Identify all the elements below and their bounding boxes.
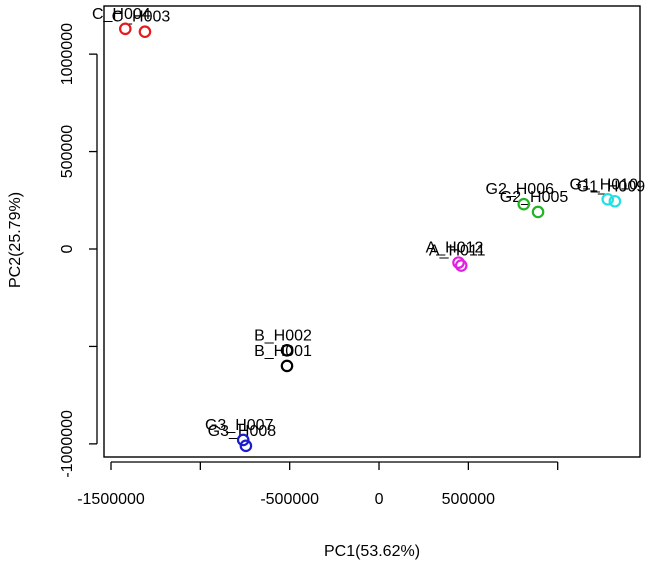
point-label: G1_H009 <box>577 178 646 195</box>
data-point <box>454 259 468 272</box>
point-label: G2_H006 <box>486 181 555 198</box>
point-label: B_H001 <box>254 343 312 360</box>
data-point <box>601 193 615 206</box>
y-axis-label: PC2(25.79%) <box>7 192 24 288</box>
x-tick-label: 500000 <box>442 491 495 508</box>
data-points <box>118 22 622 453</box>
point-label: G3_H008 <box>208 423 277 440</box>
data-point <box>608 194 622 208</box>
x-axis-label: PC1(53.62%) <box>324 543 420 560</box>
data-point <box>517 197 531 211</box>
plot-frame <box>103 5 641 458</box>
point-label: B_H002 <box>254 327 312 344</box>
data-point <box>280 359 294 373</box>
point-label: A_H011 <box>429 243 486 260</box>
x-tick-label: -1500000 <box>77 491 145 508</box>
data-point <box>280 344 294 357</box>
y-tick-label: 0 <box>59 244 76 253</box>
data-point <box>236 433 250 447</box>
x-tick-label: -500000 <box>260 491 319 508</box>
axes: -1500000 -500000 0 500000 1000000 500000 0 -100… <box>59 23 559 508</box>
point-label: C_H004 <box>92 6 151 23</box>
y-tick-label: -1000000 <box>59 410 76 478</box>
point-label: G2_H005 <box>500 189 569 206</box>
point-label: G1_H010 <box>569 176 638 193</box>
point-label: G3_H007 <box>205 417 274 434</box>
data-point <box>531 205 545 219</box>
x-tick-label: 0 <box>375 491 384 508</box>
data-point <box>452 256 465 269</box>
point-label: C_H003 <box>112 9 171 26</box>
y-tick-label: 1000000 <box>59 23 76 85</box>
point-label: A_H012 <box>426 240 484 257</box>
data-point <box>138 25 152 39</box>
data-point <box>118 22 132 36</box>
y-tick-label: 500000 <box>59 125 76 178</box>
data-point <box>239 439 253 453</box>
